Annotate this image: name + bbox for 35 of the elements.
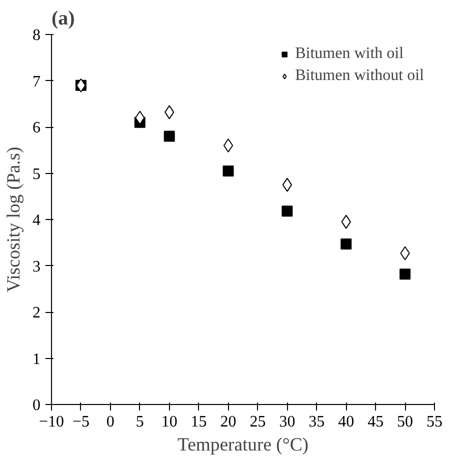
y-tick-label: 4 (32, 212, 40, 229)
x-tick-label: 5 (136, 414, 144, 430)
x-tick-label: 20 (220, 414, 236, 430)
x-tick-label: 50 (397, 414, 414, 430)
y-tick-label: 7 (32, 73, 40, 90)
chart-title: (a) (52, 8, 75, 30)
y-tick-label: 8 (32, 27, 40, 44)
y-tick-label: 0 (32, 397, 40, 414)
x-tick-label: 10 (161, 414, 178, 430)
point (282, 206, 293, 217)
x-tick-label: −10 (38, 414, 64, 430)
x-tick-label: 30 (279, 414, 296, 430)
x-tick-label: 25 (250, 414, 266, 430)
y-tick-label: 2 (32, 304, 40, 322)
point (223, 138, 234, 152)
point (400, 268, 411, 280)
legend-label: Bitumen without oil (295, 67, 424, 85)
x-tick-label: 0 (106, 414, 114, 430)
point (340, 238, 352, 250)
y-tick-label: 3 (32, 258, 40, 276)
legend-label: Bitumen with oil (295, 45, 404, 63)
y-axis-title: Viscosity log (Pa.s) (4, 146, 24, 292)
y-tick-label: 1 (32, 350, 40, 368)
point (164, 130, 175, 142)
y-tick-label: 6 (32, 120, 40, 136)
x-tick-label: 40 (338, 414, 354, 430)
x-tick-label: 15 (190, 414, 207, 430)
x-tick-label: 55 (426, 414, 442, 430)
y-tick-label: 5 (32, 166, 40, 183)
point (222, 165, 234, 176)
point (282, 178, 292, 192)
x-tick-label: −5 (72, 414, 90, 430)
x-axis-title: Temperature (°C) (178, 434, 309, 456)
x-tick-label: 45 (368, 414, 384, 430)
x-tick-label: 35 (308, 414, 325, 430)
